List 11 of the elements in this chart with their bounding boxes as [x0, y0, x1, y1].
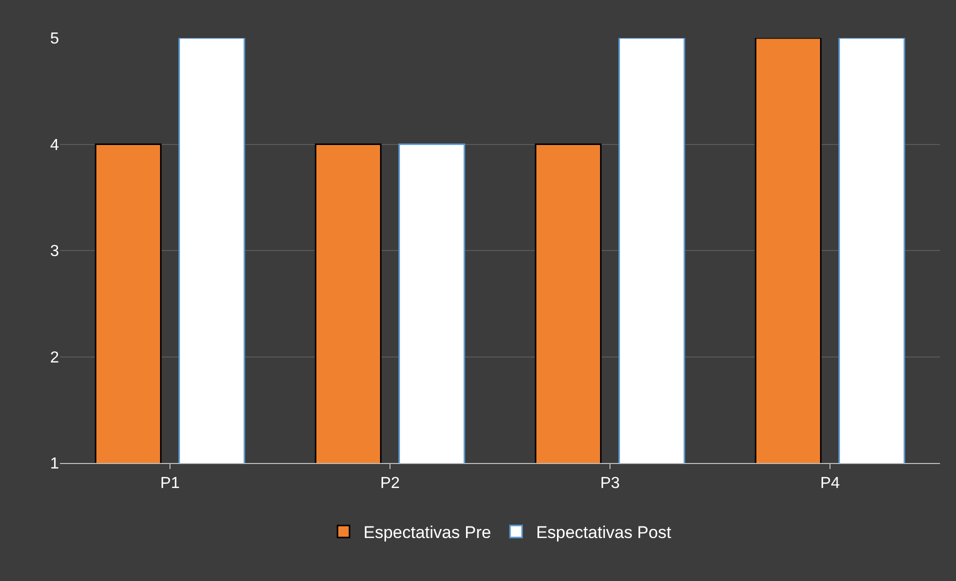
y-tick-label: 3 [50, 243, 60, 260]
y-tick-label: 1 [50, 456, 60, 473]
legend-label: Espectativas Post [536, 523, 672, 542]
x-tick-label: P1 [160, 475, 180, 492]
y-tick-label: 2 [50, 349, 60, 366]
x-tick-label: P3 [600, 475, 620, 492]
x-tick-label: P4 [820, 475, 840, 492]
y-tick-label: 5 [50, 30, 60, 48]
legend-label: Espectativas Pre [364, 523, 492, 542]
y-tick-label: 4 [50, 136, 60, 154]
x-tick-label: P2 [380, 475, 400, 492]
